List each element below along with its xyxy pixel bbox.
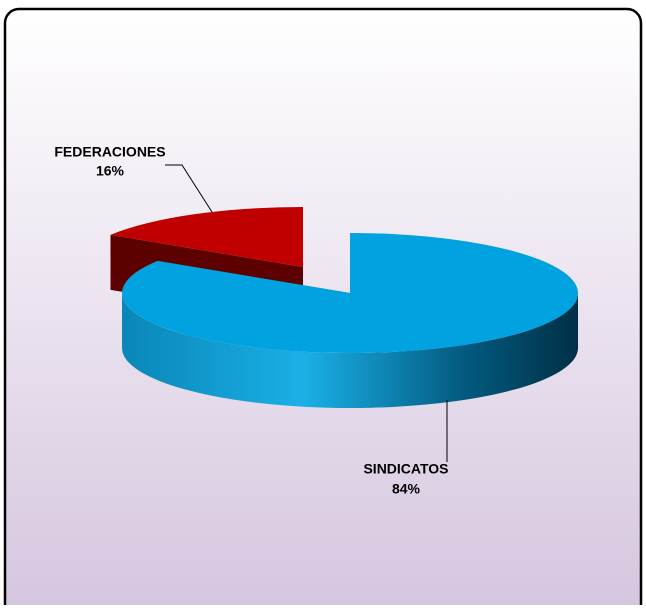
slice-label: SINDICATOS [363,461,448,477]
pie [110,207,579,408]
slice-value-label: 84% [392,481,421,497]
slice-value-label: 16% [96,163,125,179]
slice-side [122,293,578,408]
leader-line [165,164,213,213]
slice-label: FEDERACIONES [54,144,165,160]
slice [110,207,304,267]
slice [122,233,579,354]
